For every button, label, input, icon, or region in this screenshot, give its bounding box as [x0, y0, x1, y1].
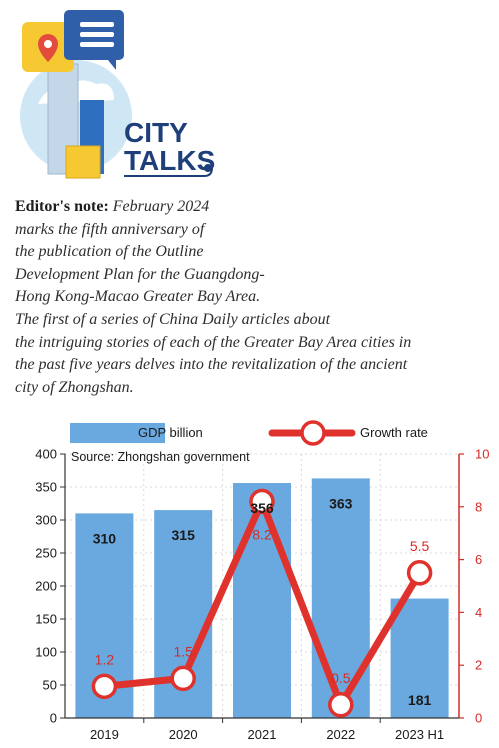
legend-bar-swatch	[70, 423, 165, 443]
logo-building-yellow	[65, 145, 101, 179]
growth-rate-marker	[91, 673, 118, 700]
gdp-bar	[233, 483, 291, 718]
logo-city-text: CITY	[124, 117, 188, 148]
note-line-1: Editor's note: February 2024	[15, 196, 485, 219]
bar-value-label: 315	[172, 527, 196, 543]
right-tick-label: 6	[475, 552, 482, 567]
left-tick-label: 350	[35, 480, 57, 495]
x-tick-label: 2023 H1	[395, 727, 444, 742]
x-axis: 2019 2020 2021 2022 2023 H1	[65, 717, 459, 742]
x-tick-label: 2020	[169, 727, 198, 742]
right-tick-label: 4	[475, 605, 482, 620]
growth-rate-marker	[328, 692, 354, 718]
x-tick-label: 2021	[248, 727, 277, 742]
logo-chat-bubble-icon	[64, 10, 124, 70]
city-talks-logo: CITY TALKS	[20, 10, 215, 179]
rate-value-label: 1.2	[95, 651, 115, 667]
gdp-growth-chart: 0 50 100 150 200 250 300 350 400 0 2 4 6 8 10 2019 202…	[35, 420, 489, 742]
right-tick-label: 8	[475, 499, 482, 514]
logo-map-pin-icon	[22, 22, 74, 72]
left-tick-label: 200	[35, 579, 57, 594]
right-tick-label: 2	[475, 658, 482, 673]
left-tick-label: 250	[35, 546, 57, 561]
left-tick-label: 50	[43, 678, 57, 693]
note-line: Development Plan for the Guangdong-	[15, 265, 265, 283]
note-lead: Editor's note:	[15, 198, 109, 215]
chart-source: Source: Zhongshan government	[71, 450, 250, 464]
left-tick-label: 0	[50, 711, 57, 726]
rate-value-label: 8.2	[252, 527, 272, 543]
growth-line-layer	[91, 488, 433, 718]
growth-rate-marker	[406, 560, 433, 586]
right-tick-label: 10	[475, 447, 489, 462]
chart-legend: GDP billion Growth rate	[70, 420, 428, 446]
right-axis: 0 2 4 6 8 10	[458, 447, 489, 726]
bar-value-label: 310	[93, 530, 117, 546]
x-tick-label: 2022	[326, 727, 355, 742]
left-tick-label: 100	[35, 645, 57, 660]
bar-value-label: 363	[329, 495, 353, 511]
right-tick-label: 0	[475, 711, 482, 726]
left-axis: 0 50 100 150 200 250 300 350 400	[35, 447, 66, 726]
note-line: the publication of the Outline	[15, 243, 204, 261]
chart-data-labels: 310 315 356 363 181 1.2 1.5 8.2 0.5 5.5	[93, 495, 432, 708]
legend-line-label: Growth rate	[360, 425, 428, 440]
left-tick-label: 400	[35, 447, 57, 462]
note-line: The first of a series of China Daily art…	[15, 310, 331, 328]
editors-note: Editor's note: February 2024 marks the f…	[15, 196, 485, 399]
bar-value-label: 181	[408, 692, 432, 708]
legend-line-marker	[300, 420, 326, 446]
left-tick-label: 150	[35, 612, 57, 627]
growth-rate-marker	[170, 665, 196, 692]
note-line: Hong Kong-Macao Greater Bay Area.	[15, 288, 261, 306]
bar-value-label: 356	[250, 500, 274, 516]
rate-value-label: 5.5	[410, 538, 430, 554]
gdp-bar	[390, 598, 449, 718]
note-line: city of Zhongshan.	[15, 378, 134, 396]
x-tick-label: 2019	[90, 727, 119, 742]
note-line: marks the fifth anniversary of	[15, 220, 205, 238]
note-line: the past five years delves into the revi…	[15, 356, 408, 374]
rate-value-label: 0.5	[331, 670, 351, 686]
legend-bar-label: GDP billion	[138, 425, 203, 440]
note-line: February 2024	[108, 198, 210, 215]
note-line: the intriguing stories of each of the Gr…	[15, 333, 412, 351]
rate-value-label: 1.5	[173, 643, 193, 659]
growth-rate-marker	[249, 488, 275, 515]
logo-underline	[124, 167, 213, 177]
left-tick-label: 300	[35, 513, 57, 528]
logo-talks-text: TALKS	[124, 145, 215, 176]
